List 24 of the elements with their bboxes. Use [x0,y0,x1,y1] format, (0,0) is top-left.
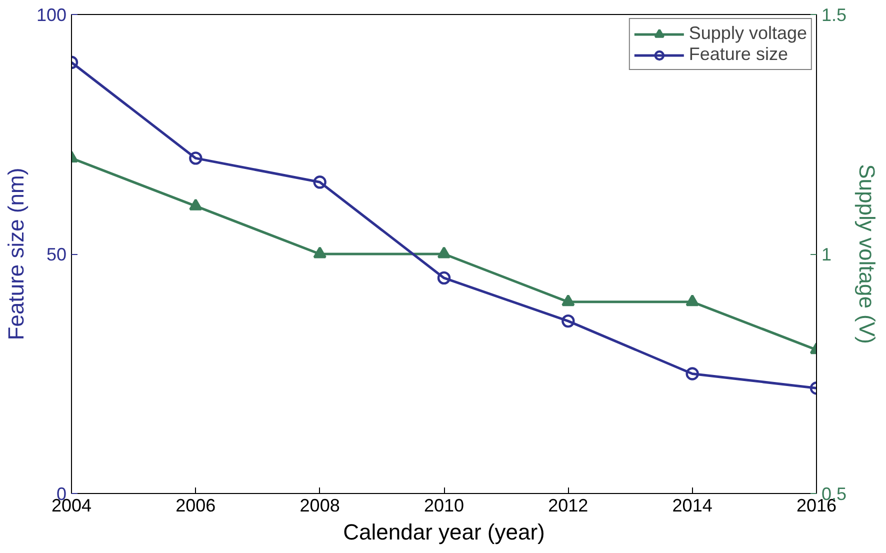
y2-axis-title: Supply voltage (V) [854,164,880,344]
point [313,246,326,258]
x-axis-title: Calendar year (year) [343,520,545,544]
y-tick-label: 100 [36,5,67,25]
point [189,198,202,210]
y2-tick-label: 1.5 [822,5,847,25]
x-tick-label: 2010 [424,496,464,516]
point [313,176,326,189]
y-tick-label: 50 [46,244,67,264]
point [686,367,699,380]
point [562,294,575,306]
point [189,152,202,165]
x-tick-label: 2012 [548,496,588,516]
x-tick-label: 2014 [672,496,712,516]
point [437,271,451,285]
x-tick-label: 2006 [176,496,216,516]
point [686,294,699,306]
legend-label: Feature size [688,44,788,65]
legend-label: Supply voltage [688,23,807,44]
point [562,314,575,328]
y-axis-title: Feature size (nm) [3,168,28,340]
y2-tick-label: 1 [822,244,832,264]
x-tick-label: 2008 [300,496,340,516]
point [437,246,451,258]
